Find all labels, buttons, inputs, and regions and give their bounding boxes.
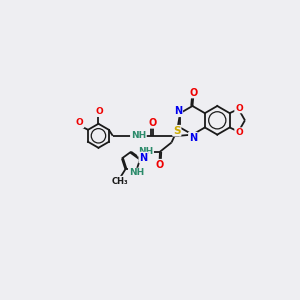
Text: N: N	[189, 133, 197, 142]
Text: O: O	[155, 160, 164, 170]
Text: O: O	[235, 128, 243, 137]
Text: O: O	[235, 103, 243, 112]
Text: O: O	[76, 118, 84, 127]
Text: NH: NH	[129, 169, 144, 178]
Text: CH₃: CH₃	[112, 177, 129, 186]
Text: S: S	[173, 126, 181, 136]
Text: O: O	[96, 107, 104, 116]
Text: O: O	[189, 88, 197, 98]
Text: N: N	[174, 106, 182, 116]
Text: O: O	[148, 118, 157, 128]
Text: NH: NH	[131, 131, 146, 140]
Text: NH: NH	[138, 147, 153, 156]
Text: N: N	[139, 152, 147, 163]
